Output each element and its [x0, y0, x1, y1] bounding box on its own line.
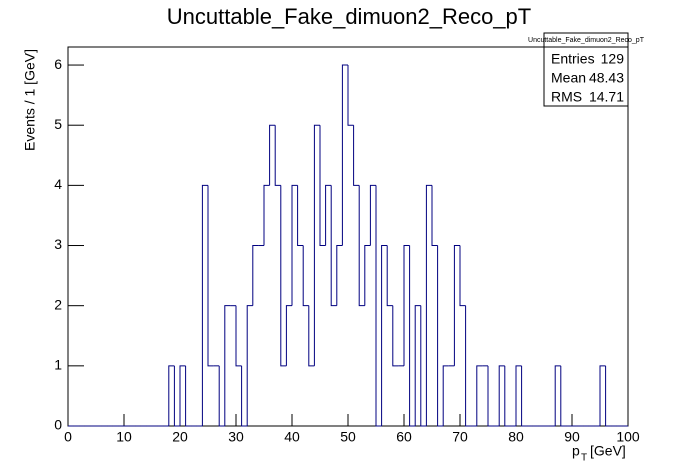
y-tick-label: 6: [54, 56, 62, 72]
histogram-bin: [274, 125, 281, 186]
histogram-bin: [369, 184, 376, 246]
histogram-bin: [420, 305, 427, 427]
histogram-bin: [291, 184, 298, 306]
histogram-bin: [392, 305, 399, 367]
histogram-bin: [504, 365, 511, 427]
histogram-bin: [330, 185, 337, 307]
x-tick-label: 40: [284, 429, 300, 445]
histogram-bin: [185, 365, 192, 427]
histogram-bin: [179, 365, 186, 426]
x-tick-label: 80: [508, 429, 524, 445]
histogram-bin: [168, 365, 175, 426]
histogram-bin: [459, 245, 466, 307]
histogram-bin: [347, 65, 354, 126]
y-axis-label: Events / 1 [GeV]: [22, 49, 38, 151]
histogram-bin: [375, 185, 382, 427]
histogram-bin: [498, 365, 505, 426]
histogram-bin: [241, 365, 248, 427]
x-label-unit: [GeV]: [590, 443, 626, 459]
histogram-bin: [381, 245, 388, 426]
x-tick-label: 60: [396, 429, 412, 445]
histogram-bin: [224, 305, 231, 426]
y-tick-label: 1: [54, 357, 62, 373]
x-tick-label: 90: [564, 429, 580, 445]
x-label-base: p: [572, 443, 580, 459]
histogram-bin: [325, 184, 332, 246]
histogram-bin: [515, 365, 522, 426]
histogram-bin: [263, 184, 270, 246]
histogram-bin: [313, 124, 320, 366]
histogram-bin: [409, 245, 416, 427]
x-label-sub: T: [581, 453, 587, 464]
histogram-bin: [442, 365, 449, 426]
histogram-bin: [465, 305, 472, 427]
stats-value: 129: [601, 51, 625, 67]
histogram-bin: [431, 185, 438, 247]
histogram-bin: [319, 125, 326, 247]
histogram-bin: [599, 365, 606, 426]
histogram-bin: [285, 305, 292, 366]
y-tick-label: 3: [54, 236, 62, 252]
histogram-bin: [358, 185, 365, 307]
x-tick-label: 100: [616, 429, 640, 445]
histogram-bin: [605, 365, 612, 427]
histogram-bin: [403, 245, 410, 366]
histogram-bin: [554, 365, 561, 426]
stats-box: [543, 32, 629, 107]
histogram-bin: [207, 185, 214, 367]
stats-label: RMS: [551, 89, 582, 105]
y-tick-label: 4: [54, 176, 62, 192]
histogram-bin: [476, 365, 483, 426]
x-tick-label: 10: [116, 429, 132, 445]
y-tick-label: 2: [54, 296, 62, 312]
y-tick-label: 5: [54, 116, 62, 132]
histogram-bin: [487, 365, 494, 427]
histogram-bin: [364, 245, 371, 306]
stats-label: Entries: [551, 51, 595, 67]
histogram-bin: [425, 184, 432, 426]
histogram-bin: [308, 305, 315, 367]
x-tick-label: 20: [172, 429, 188, 445]
histogram-bin: [302, 245, 309, 307]
histogram-bin: [453, 245, 460, 366]
histogram-bin: [560, 365, 567, 427]
histogram-bin: [341, 64, 348, 246]
histogram-bin: [437, 245, 444, 427]
histogram-bin: [218, 365, 225, 427]
stats-label: Mean: [551, 70, 586, 86]
stats-value: 14.71: [589, 89, 624, 105]
y-tick-label: 0: [54, 417, 62, 433]
x-axis-label: p T [GeV]: [572, 443, 626, 464]
histogram-bin: [414, 305, 421, 426]
histogram-bin: [246, 305, 253, 426]
histogram-bin: [336, 245, 343, 306]
histogram-bin: [173, 365, 180, 427]
chart-title: Uncuttable_Fake_dimuon2_Reco_pT: [167, 4, 531, 29]
histogram-bin: [297, 185, 304, 247]
histogram-bin: [386, 245, 393, 307]
histogram-bin: [280, 185, 287, 367]
histogram-bin: [521, 365, 528, 427]
x-tick-label: 50: [340, 429, 356, 445]
stats-title: Uncuttable_Fake_dimuon2_Reco_pT: [528, 37, 645, 44]
x-tick-label: 70: [452, 429, 468, 445]
histogram-bin: [252, 245, 259, 306]
histogram-bin: [201, 184, 208, 426]
histogram-bin: [235, 305, 242, 367]
stats-value: 48.43: [589, 70, 624, 86]
histogram-bin: [269, 124, 276, 186]
x-tick-label: 30: [228, 429, 244, 445]
histogram-bin: [353, 125, 360, 186]
x-tick-label: 0: [64, 429, 72, 445]
